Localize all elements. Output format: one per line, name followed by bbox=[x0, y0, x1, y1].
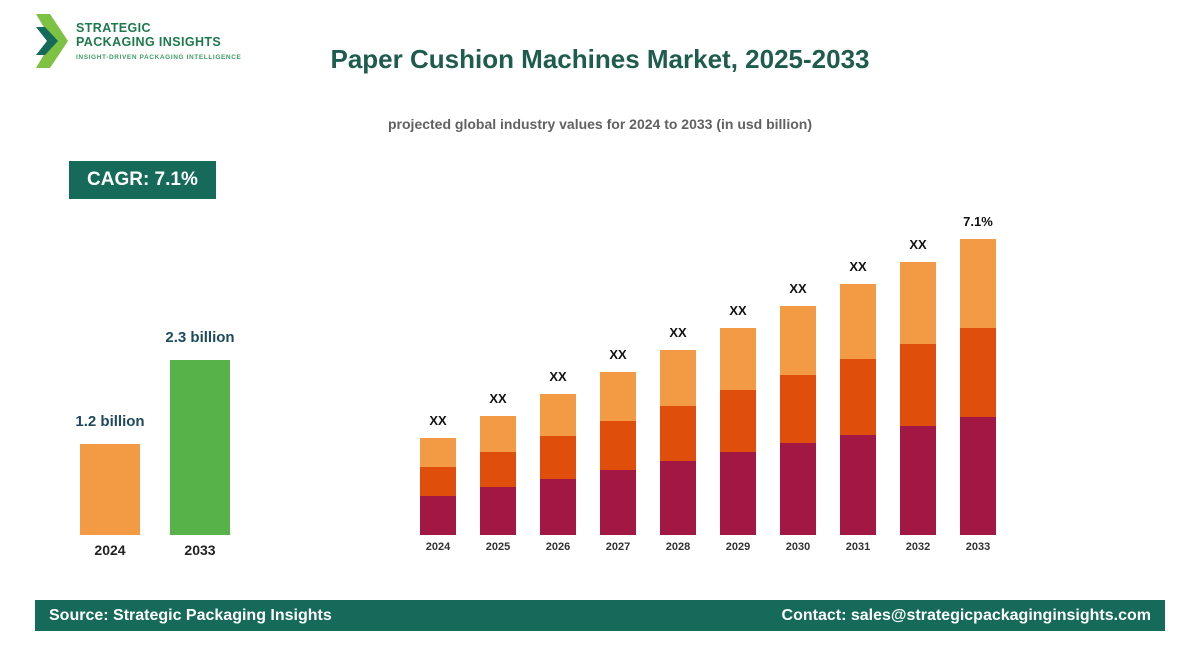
footer-source: Source: Strategic Packaging Insights bbox=[49, 606, 332, 624]
bar-segment-3 bbox=[540, 394, 576, 437]
bar-segment-1 bbox=[660, 461, 696, 535]
stacked-bar-label: XX bbox=[609, 347, 627, 362]
stacked-bar-label: XX bbox=[489, 391, 507, 406]
stacked-bar bbox=[840, 284, 876, 535]
stacked-column-2026: XX 2026 bbox=[540, 369, 576, 553]
bar-segment-3 bbox=[720, 328, 756, 391]
bar-segment-1 bbox=[840, 434, 876, 535]
stacked-bar-label: XX bbox=[549, 369, 567, 384]
stacked-bar-label: XX bbox=[849, 259, 867, 274]
stacked-year-label: 2031 bbox=[845, 541, 871, 553]
bar-segment-1 bbox=[540, 478, 576, 535]
stacked-year-label: 2026 bbox=[545, 541, 571, 553]
stacked-bar bbox=[960, 239, 996, 535]
summary-value-label: 1.2 billion bbox=[75, 413, 145, 430]
stacked-year-label: 2030 bbox=[785, 541, 811, 553]
bar-segment-3 bbox=[900, 262, 936, 344]
stacked-bar bbox=[480, 416, 516, 535]
stacked-year-label: 2024 bbox=[425, 541, 451, 553]
stacked-column-2025: XX 2025 bbox=[480, 391, 516, 553]
logo-tagline: INSIGHT-DRIVEN PACKAGING INTELLIGENCE bbox=[76, 53, 242, 61]
stacked-bar bbox=[720, 328, 756, 535]
stacked-bar bbox=[600, 372, 636, 535]
stacked-year-label: 2027 bbox=[605, 541, 631, 553]
bar-segment-2 bbox=[840, 359, 876, 435]
stacked-column-2024: XX 2024 bbox=[420, 413, 456, 553]
stacked-column-2029: XX 2029 bbox=[720, 303, 756, 553]
stacked-bar-label: XX bbox=[909, 237, 927, 252]
bar-segment-1 bbox=[600, 469, 636, 535]
bar-segment-2 bbox=[600, 420, 636, 470]
stacked-projection-chart: XX 2024 XX 2025 XX 2026 XX 2027 XX 2028 XX 2029 XX 20… bbox=[420, 214, 996, 553]
stacked-bar bbox=[900, 262, 936, 535]
bar-segment-2 bbox=[900, 343, 936, 426]
stacked-year-label: 2033 bbox=[965, 541, 991, 553]
bar-segment-3 bbox=[960, 239, 996, 328]
logo-text: STRATEGIC PACKAGING INSIGHTS INSIGHT-DRI… bbox=[76, 21, 241, 61]
bar-segment-2 bbox=[960, 327, 996, 417]
stacked-bar-label: XX bbox=[429, 413, 447, 428]
growth-summary-chart: 1.2 billion 2024 2.3 billion 2033 bbox=[75, 329, 234, 558]
stacked-column-2033: 7.1% 2033 bbox=[960, 214, 996, 553]
bar-segment-2 bbox=[480, 451, 516, 488]
page-subtitle: projected global industry values for 202… bbox=[388, 116, 812, 132]
bar-segment-3 bbox=[840, 284, 876, 360]
bar-segment-1 bbox=[420, 496, 456, 535]
stacked-bar bbox=[420, 438, 456, 535]
bar-segment-3 bbox=[780, 306, 816, 375]
stacked-year-label: 2025 bbox=[485, 541, 511, 553]
logo-chevron-icon bbox=[36, 14, 68, 68]
summary-bar bbox=[80, 444, 140, 535]
summary-year-label: 2024 bbox=[94, 542, 126, 558]
stacked-bar bbox=[660, 350, 696, 535]
bar-segment-1 bbox=[780, 443, 816, 535]
stacked-year-label: 2029 bbox=[725, 541, 751, 553]
logo-line1: STRATEGIC bbox=[76, 20, 151, 35]
bar-segment-1 bbox=[900, 425, 936, 535]
stacked-bar-label: XX bbox=[789, 281, 807, 296]
stacked-bar bbox=[780, 306, 816, 535]
stacked-column-2028: XX 2028 bbox=[660, 325, 696, 553]
bar-segment-2 bbox=[540, 436, 576, 479]
stacked-column-2032: XX 2032 bbox=[900, 237, 936, 553]
stacked-column-2031: XX 2031 bbox=[840, 259, 876, 553]
bar-segment-2 bbox=[660, 405, 696, 461]
stacked-year-label: 2028 bbox=[665, 541, 691, 553]
summary-year-label: 2033 bbox=[184, 542, 216, 558]
bar-segment-2 bbox=[780, 374, 816, 444]
bar-segment-3 bbox=[420, 438, 456, 468]
page-title: Paper Cushion Machines Market, 2025-2033 bbox=[330, 44, 870, 74]
summary-value-label: 2.3 billion bbox=[165, 329, 235, 346]
bar-segment-2 bbox=[420, 467, 456, 497]
summary-column-2024: 1.2 billion 2024 bbox=[75, 413, 144, 558]
footer-bar: Source: Strategic Packaging Insights Con… bbox=[35, 600, 1165, 631]
stacked-bar-label: XX bbox=[729, 303, 747, 318]
bar-segment-1 bbox=[480, 487, 516, 535]
stacked-bar-label: XX bbox=[669, 325, 687, 340]
summary-bar bbox=[170, 360, 230, 535]
stacked-column-2027: XX 2027 bbox=[600, 347, 636, 553]
logo-line2: PACKAGING INSIGHTS bbox=[76, 35, 222, 50]
brand-logo: STRATEGIC PACKAGING INSIGHTS INSIGHT-DRI… bbox=[34, 12, 241, 70]
stacked-column-2030: XX 2030 bbox=[780, 281, 816, 553]
bar-segment-1 bbox=[720, 452, 756, 535]
cagr-badge: CAGR: 7.1% bbox=[69, 161, 216, 199]
stacked-year-label: 2032 bbox=[905, 541, 931, 553]
summary-column-2033: 2.3 billion 2033 bbox=[165, 329, 234, 558]
bar-segment-3 bbox=[600, 372, 636, 421]
stacked-bar bbox=[540, 394, 576, 535]
bar-segment-2 bbox=[720, 390, 756, 453]
bar-segment-3 bbox=[660, 350, 696, 406]
stacked-bar-label: 7.1% bbox=[963, 214, 993, 229]
bar-segment-1 bbox=[960, 416, 996, 535]
bar-segment-3 bbox=[480, 416, 516, 452]
footer-contact: Contact: sales@strategicpackaginginsight… bbox=[781, 606, 1151, 624]
